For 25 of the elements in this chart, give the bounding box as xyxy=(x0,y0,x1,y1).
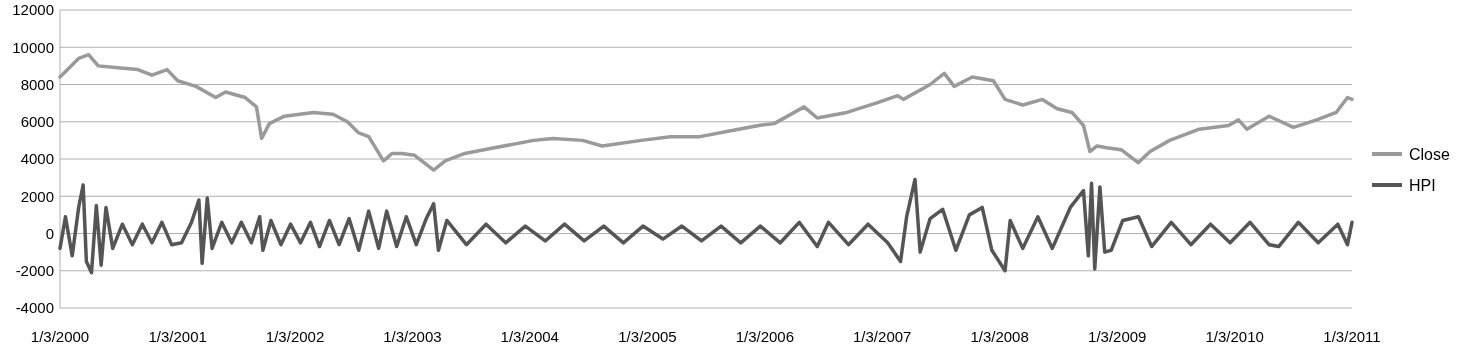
y-tick-label: 6000 xyxy=(20,113,54,130)
x-tick-label: 1/3/2008 xyxy=(970,328,1029,345)
x-tick-label: 1/3/2007 xyxy=(853,328,912,345)
legend-label: Close xyxy=(1409,145,1451,163)
x-tick-label: 1/3/2006 xyxy=(735,328,795,345)
y-tick-label: 12000 xyxy=(12,1,54,19)
y-tick-label: 10000 xyxy=(12,38,54,56)
x-tick-label: 1/3/2011 xyxy=(1323,328,1381,345)
y-tick-label: 8000 xyxy=(20,75,54,93)
x-tick-label: 1/3/2009 xyxy=(1088,328,1147,345)
y-tick-label: 0 xyxy=(45,224,54,242)
legend-label: HPI xyxy=(1409,176,1436,194)
line-series xyxy=(58,177,1354,275)
line-series xyxy=(58,52,1354,172)
x-tick-label: 1/3/2001 xyxy=(148,328,207,345)
y-tick-label: -2000 xyxy=(15,262,54,279)
x-tick-label: 1/3/2002 xyxy=(265,328,325,345)
y-tick-label: 2000 xyxy=(20,187,54,205)
y-tick-label: -4000 xyxy=(15,299,54,317)
x-tick-label: 1/3/2003 xyxy=(383,328,442,345)
y-tick-label: 4000 xyxy=(20,150,54,168)
x-tick-label: 1/3/2000 xyxy=(30,328,90,345)
x-tick-label: 1/3/2010 xyxy=(1205,328,1264,345)
x-tick-label: 1/3/2005 xyxy=(618,328,677,345)
x-tick-label: 1/3/2004 xyxy=(500,328,559,345)
